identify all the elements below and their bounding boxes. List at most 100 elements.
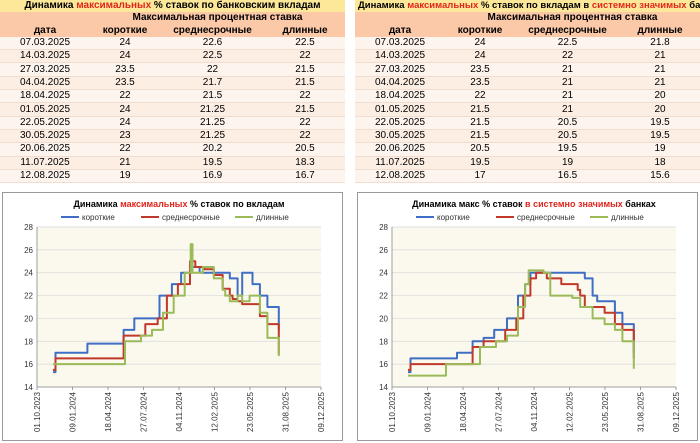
- date-cell: 04.04.2025: [0, 76, 90, 91]
- chart-title-part: Динамика: [73, 199, 120, 209]
- y-tick-label: 22: [24, 292, 33, 301]
- table-row: 18.04.2025 22 21.5 22: [0, 89, 346, 104]
- y-tick-label: 16: [24, 360, 33, 369]
- long-rate-cell: 19.5: [620, 116, 700, 130]
- medium-rate-cell: 21: [515, 76, 620, 91]
- table-row: 07.03.2025 24 22.5 21.8: [355, 36, 700, 51]
- column-header-medium: среднесрочные: [160, 24, 265, 37]
- chart-title-part: Динамика макс % ставок: [412, 199, 525, 209]
- x-tick-label: 18.04.2024: [104, 391, 113, 432]
- x-tick-label: 31.08.2025: [637, 391, 646, 432]
- medium-rate-cell: 21.25: [160, 116, 265, 130]
- short-rate-cell: 23.5: [445, 62, 515, 77]
- short-rate-cell: 19.5: [445, 156, 515, 170]
- short-rate-cell: 21: [90, 156, 160, 170]
- table-row: 22.05.2025 21.5 20.5 19.5: [355, 116, 700, 130]
- x-tick-label: 12.02.2025: [211, 391, 220, 432]
- y-tick-label: 18: [379, 337, 388, 346]
- medium-rate-cell: 21.25: [160, 102, 265, 117]
- y-tick-label: 14: [379, 383, 388, 392]
- short-rate-cell: 21.5: [445, 102, 515, 117]
- date-cell: 22.05.2025: [0, 116, 90, 130]
- table-title-row: Динамика максимальных % ставок по вклада…: [355, 0, 700, 13]
- chart-svg-left: Динамика максимальных % ставок по вклада…: [24, 199, 326, 432]
- medium-rate-cell: 21: [515, 102, 620, 117]
- x-tick-label: 04.11.2024: [175, 391, 184, 431]
- date-cell: 18.04.2025: [0, 89, 90, 104]
- table-row: 18.04.2025 22 21 20: [355, 89, 700, 104]
- short-rate-cell: 22: [445, 89, 515, 104]
- medium-rate-cell: 22: [160, 62, 265, 77]
- table-title: Динамика максимальных % ставок по вклада…: [355, 0, 700, 13]
- column-header-short: короткие: [90, 24, 160, 37]
- chart-title-part: банках: [623, 199, 656, 209]
- x-tick-label: 27.07.2024: [140, 391, 149, 432]
- date-cell: 12.08.2025: [0, 169, 90, 184]
- medium-rate-cell: 21.25: [160, 129, 265, 144]
- legend-label: длинные: [256, 213, 289, 222]
- short-rate-cell: 23.5: [90, 62, 160, 77]
- table-row: 14.03.2025 24 22.5 22: [0, 49, 346, 64]
- short-rate-cell: 19: [90, 169, 160, 184]
- table-header-row: дата короткие среднесрочные длинные: [355, 24, 700, 37]
- long-rate-cell: 22.5: [265, 36, 346, 51]
- short-rate-cell: 21.5: [445, 129, 515, 144]
- date-cell: 01.05.2025: [355, 102, 445, 117]
- chart-right: Динамика макс % ставок в системно значим…: [357, 192, 698, 441]
- date-cell: 04.04.2025: [355, 76, 445, 91]
- table-row: 11.07.2025 19.5 19 18: [355, 156, 700, 170]
- date-cell: 11.07.2025: [355, 156, 445, 170]
- y-tick-label: 28: [24, 223, 33, 232]
- long-rate-cell: 18.3: [265, 156, 346, 170]
- long-rate-cell: 21: [620, 49, 700, 64]
- long-rate-cell: 21.5: [265, 102, 346, 117]
- rates-table-right: Динамика максимальных % ставок по вклада…: [355, 0, 700, 184]
- panel-left: Динамика максимальных % ставок по банков…: [0, 0, 346, 443]
- chart-title: Динамика макс % ставок в системно значим…: [412, 199, 656, 209]
- chart-title: Динамика максимальных % ставок по вклада…: [73, 199, 284, 209]
- short-rate-cell: 24: [90, 49, 160, 64]
- long-rate-cell: 18: [620, 156, 700, 170]
- series-line-2: [53, 243, 280, 366]
- short-rate-cell: 24: [90, 102, 160, 117]
- x-tick-label: 09.01.2024: [69, 391, 78, 432]
- date-cell: 07.03.2025: [355, 36, 445, 51]
- plot-area: [392, 227, 676, 387]
- column-header-short: короткие: [445, 24, 515, 37]
- medium-rate-cell: 21.5: [160, 89, 265, 104]
- long-rate-cell: 19.5: [620, 129, 700, 144]
- medium-rate-cell: 22.5: [160, 49, 265, 64]
- x-tick-label: 01.10.2023: [33, 391, 42, 432]
- chart-title-highlight: в системно значимых: [525, 199, 623, 209]
- table-group-header: Максимальная процентная ставка: [445, 12, 700, 25]
- long-rate-cell: 21: [620, 62, 700, 77]
- table-row: 30.05.2025 23 21.25 22: [0, 129, 346, 144]
- medium-rate-cell: 22: [515, 49, 620, 64]
- x-tick-label: 27.07.2024: [495, 391, 504, 432]
- chart-svg-right: Динамика макс % ставок в системно значим…: [379, 199, 681, 432]
- date-cell: 14.03.2025: [0, 49, 90, 64]
- short-rate-cell: 20.5: [445, 142, 515, 157]
- short-rate-cell: 22: [90, 89, 160, 104]
- y-tick-label: 20: [379, 314, 388, 323]
- y-tick-label: 24: [379, 269, 388, 278]
- long-rate-cell: 21: [620, 76, 700, 91]
- column-header-long: длинные: [265, 24, 346, 37]
- chart-left: Динамика максимальных % ставок по вклада…: [2, 192, 343, 441]
- medium-rate-cell: 21.7: [160, 76, 265, 91]
- table-row: 30.05.2025 21.5 20.5 19.5: [355, 129, 700, 144]
- medium-rate-cell: 21: [515, 62, 620, 77]
- chart-title-part: % ставок по вкладам: [187, 199, 284, 209]
- long-rate-cell: 21.5: [265, 76, 346, 91]
- legend-label: длинные: [611, 213, 644, 222]
- x-tick-label: 01.10.2023: [388, 391, 397, 432]
- table-row: 04.04.2025 23.5 21.7 21.5: [0, 76, 346, 91]
- legend-label: среднесрочные: [162, 213, 220, 222]
- date-cell: 30.05.2025: [0, 129, 90, 144]
- table-row: 14.03.2025 24 22 21: [355, 49, 700, 64]
- short-rate-cell: 17: [445, 169, 515, 184]
- column-header-long: длинные: [620, 24, 700, 37]
- long-rate-cell: 20.5: [265, 142, 346, 157]
- x-tick-label: 23.05.2025: [246, 391, 255, 432]
- medium-rate-cell: 22.5: [515, 36, 620, 51]
